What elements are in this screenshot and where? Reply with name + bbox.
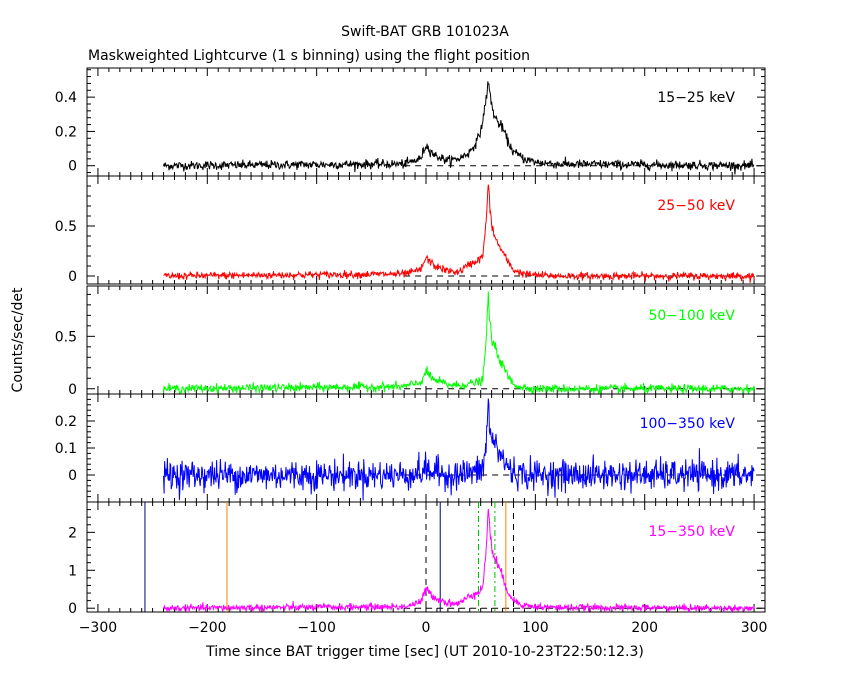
chart-subtitle: Maskweighted Lightcurve (1 s binning) us… [88,48,530,64]
y-tick-label: 0.5 [55,219,77,235]
y-tick-label: 0.4 [55,90,77,106]
panel-frame [86,67,766,177]
chart-title: Swift-BAT GRB 101023A [341,24,509,40]
x-tick-label: −100 [297,620,335,636]
series-line [163,81,755,175]
panel-frame [86,175,766,285]
y-tick-label: 2 [68,525,77,541]
y-tick-label: 0 [68,269,77,285]
y-tick-label: 0.2 [55,414,77,430]
y-tick-label: 0 [68,468,77,484]
x-tick-label: 0 [422,620,431,636]
band-label: 15−25 keV [657,90,735,106]
x-tick-label: −300 [79,620,117,636]
y-tick-label: 0 [68,601,77,617]
x-axis-label: Time since BAT trigger time [sec] (UT 20… [205,644,644,660]
y-tick-label: 0.1 [55,441,77,457]
x-tick-label: 300 [741,620,768,636]
x-tick-label: 200 [631,620,658,636]
series-line [163,184,755,283]
panel-3: 0 0.1 0.2 100−350 keV [55,393,766,503]
y-tick-label: 1 [68,563,77,579]
y-axis-label: Counts/sec/det [10,287,26,392]
panels-group: 0 0.2 0.4 15−25 keV 0 0.5 25−50 keV 0 0.5 50−100 … [55,67,768,636]
band-label: 25−50 keV [657,198,735,214]
panel-4: 0 1 2 15−350 keV [68,501,766,617]
panel-0: 0 0.2 0.4 15−25 keV [55,67,766,177]
panel-1: 0 0.5 25−50 keV [55,175,766,285]
band-label: 100−350 keV [640,416,736,432]
y-tick-label: 0 [68,382,77,398]
y-tick-label: 0.5 [55,329,77,345]
band-label: 15−350 keV [648,524,735,540]
panel-frame [86,285,766,395]
series-line [163,508,755,614]
series-line [163,291,755,395]
y-tick-label: 0 [68,159,77,175]
band-label: 50−100 keV [648,308,735,324]
y-tick-label: 0.2 [55,124,77,140]
x-tick-label: 100 [522,620,549,636]
series-line [163,398,755,501]
x-tick-label: −200 [188,620,226,636]
panel-2: 0 0.5 50−100 keV [55,285,766,398]
